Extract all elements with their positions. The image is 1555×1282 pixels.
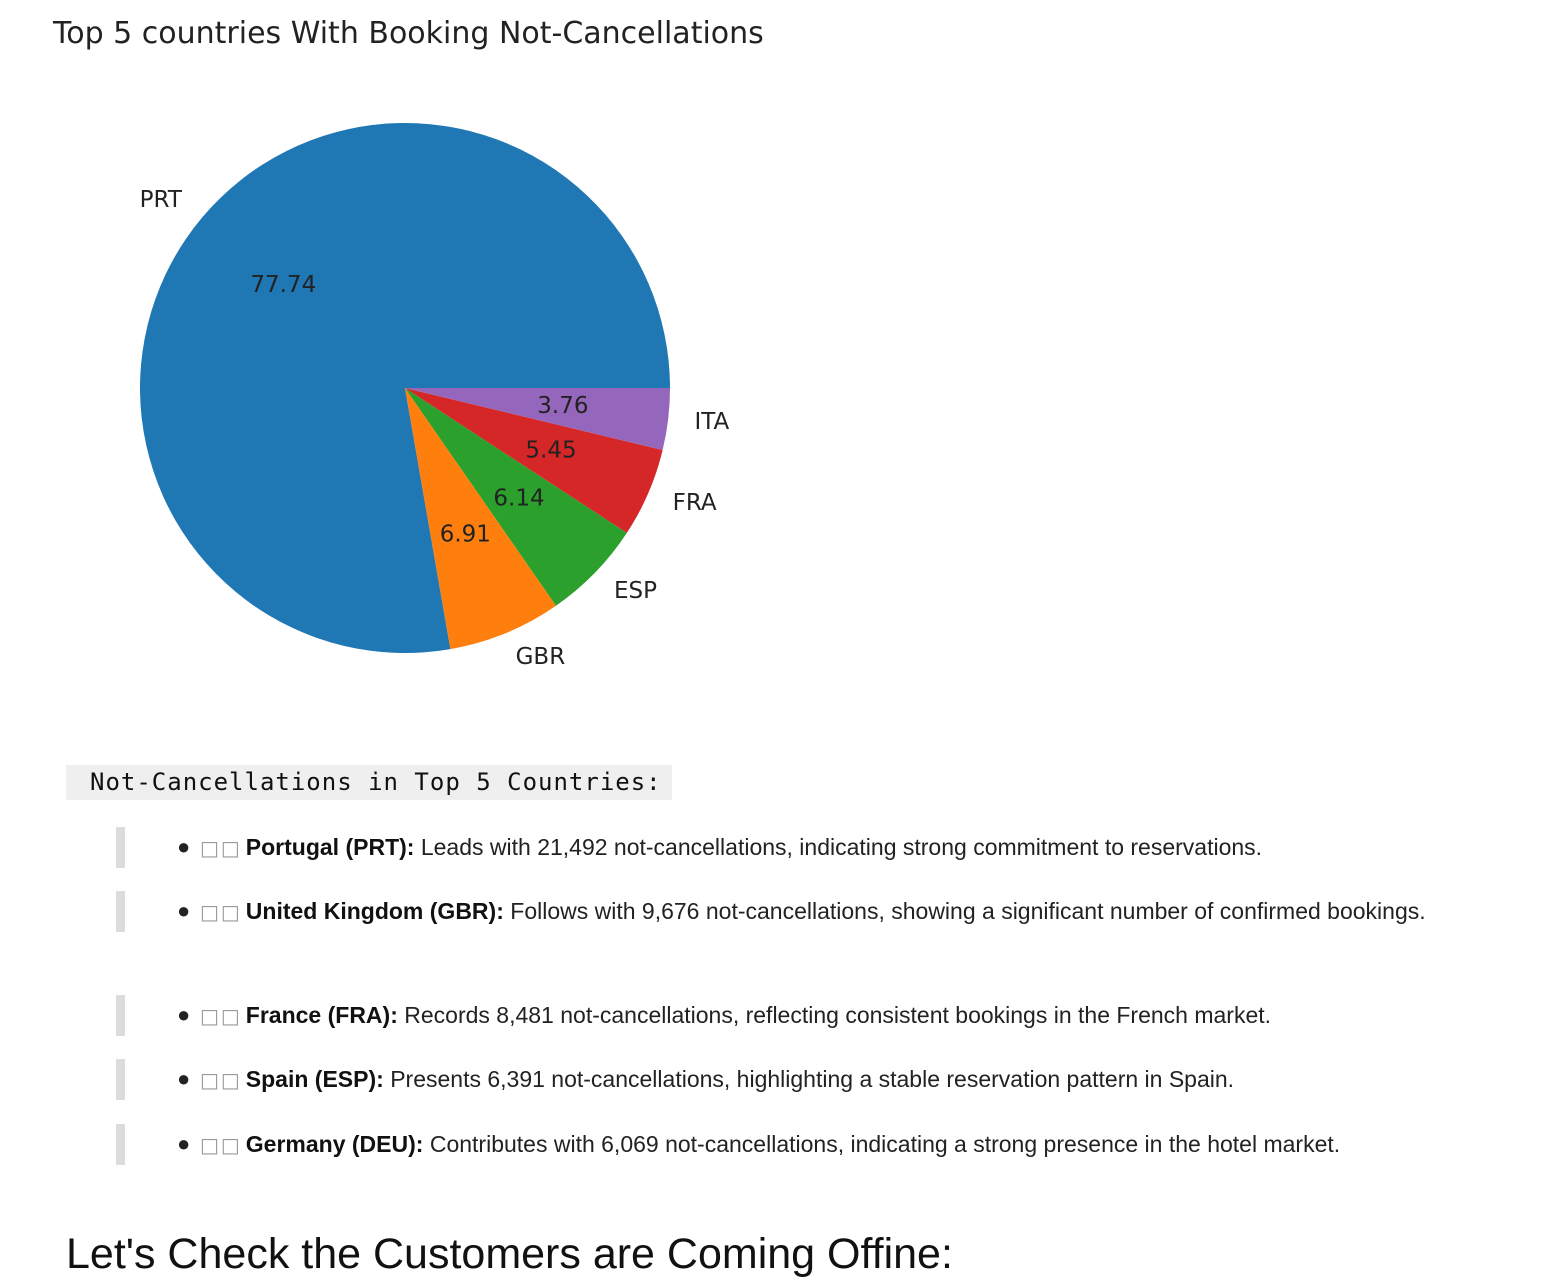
flag-icon: □□ [200, 1004, 242, 1028]
insight-country: Germany (DEU): [245, 1131, 424, 1157]
chart-title: Top 5 countries With Booking Not-Cancell… [52, 16, 764, 51]
value-label-prt: 77.74 [250, 272, 316, 298]
bullet-icon: ● [177, 1131, 191, 1156]
insight-text: Contributes with 6,069 not-cancellations… [423, 1131, 1341, 1157]
pie-slice-fra [405, 388, 663, 533]
insight-item-esp: ● □□ Spain (ESP): Presents 6,391 not-canc… [116, 1059, 1465, 1100]
pie-slice-prt [140, 122, 671, 653]
insight-country: United Kingdom (GBR): [245, 898, 504, 924]
value-label-gbr: 6.91 [440, 522, 491, 548]
insight-text: Presents 6,391 not-cancellations, highli… [383, 1066, 1235, 1092]
bullet-icon: ● [177, 898, 191, 923]
slice-label-prt: PRT [140, 187, 183, 213]
insight-item-deu: ● □□ Germany (DEU): Contributes with 6,06… [116, 1124, 1465, 1165]
value-label-ita: 3.76 [537, 393, 588, 419]
insight-content: □□ Portugal (PRT): Leads with 21,492 not-… [200, 827, 1465, 868]
insight-content: □□ Spain (ESP): Presents 6,391 not-cancel… [200, 1059, 1465, 1100]
pie-slice-gbr [405, 388, 557, 650]
insight-text: Records 8,481 not-cancellations, reflect… [397, 1002, 1272, 1028]
insight-country: Spain (ESP): [245, 1066, 384, 1092]
bullet-icon: ● [177, 1002, 191, 1027]
insight-text: Leads with 21,492 not-cancellations, ind… [414, 834, 1263, 860]
insight-text: Follows with 9,676 not-cancellations, sh… [503, 898, 1426, 924]
insight-item-gbr: ● □□ United Kingdom (GBR): Follows with 9… [116, 891, 1465, 932]
flag-icon: □□ [200, 900, 242, 924]
insight-content: □□ United Kingdom (GBR): Follows with 9,6… [200, 891, 1465, 932]
slice-label-ita: ITA [695, 409, 730, 435]
bullet-icon: ● [177, 1066, 191, 1091]
pie-labels: PRT 77.74 GBR 6.91 ESP 6.14 FRA 5.45 ITA 3.76 [140, 187, 730, 670]
slice-label-esp: ESP [614, 578, 657, 604]
bullet-icon: ● [177, 834, 191, 859]
pie-chart: Top 5 countries With Booking Not-Cancell… [52, 16, 764, 670]
pie-slice-esp [405, 388, 627, 606]
insight-country: France (FRA): [245, 1002, 398, 1028]
next-section-heading: Let's Check the Customers are Coming Off… [66, 1230, 953, 1278]
insight-content: □□ Germany (DEU): Contributes with 6,069 … [200, 1124, 1465, 1165]
flag-icon: □□ [200, 836, 242, 860]
flag-icon: □□ [200, 1068, 242, 1092]
value-label-fra: 5.45 [525, 438, 576, 464]
insight-item-fra: ● □□ France (FRA): Records 8,481 not-canc… [116, 995, 1465, 1036]
insight-content: □□ France (FRA): Records 8,481 not-cancel… [200, 995, 1465, 1036]
value-label-esp: 6.14 [493, 485, 544, 511]
pie-slice-ita [405, 388, 670, 451]
flag-icon: □□ [200, 1133, 242, 1157]
section-heading: Not-Cancellations in Top 5 Countries: [66, 765, 672, 800]
insight-country: Portugal (PRT): [245, 834, 415, 860]
slice-label-fra: FRA [673, 490, 717, 516]
pie-slices [140, 122, 671, 653]
slice-label-gbr: GBR [516, 644, 566, 670]
insight-item-prt: ● □□ Portugal (PRT): Leads with 21,492 no… [116, 827, 1465, 868]
